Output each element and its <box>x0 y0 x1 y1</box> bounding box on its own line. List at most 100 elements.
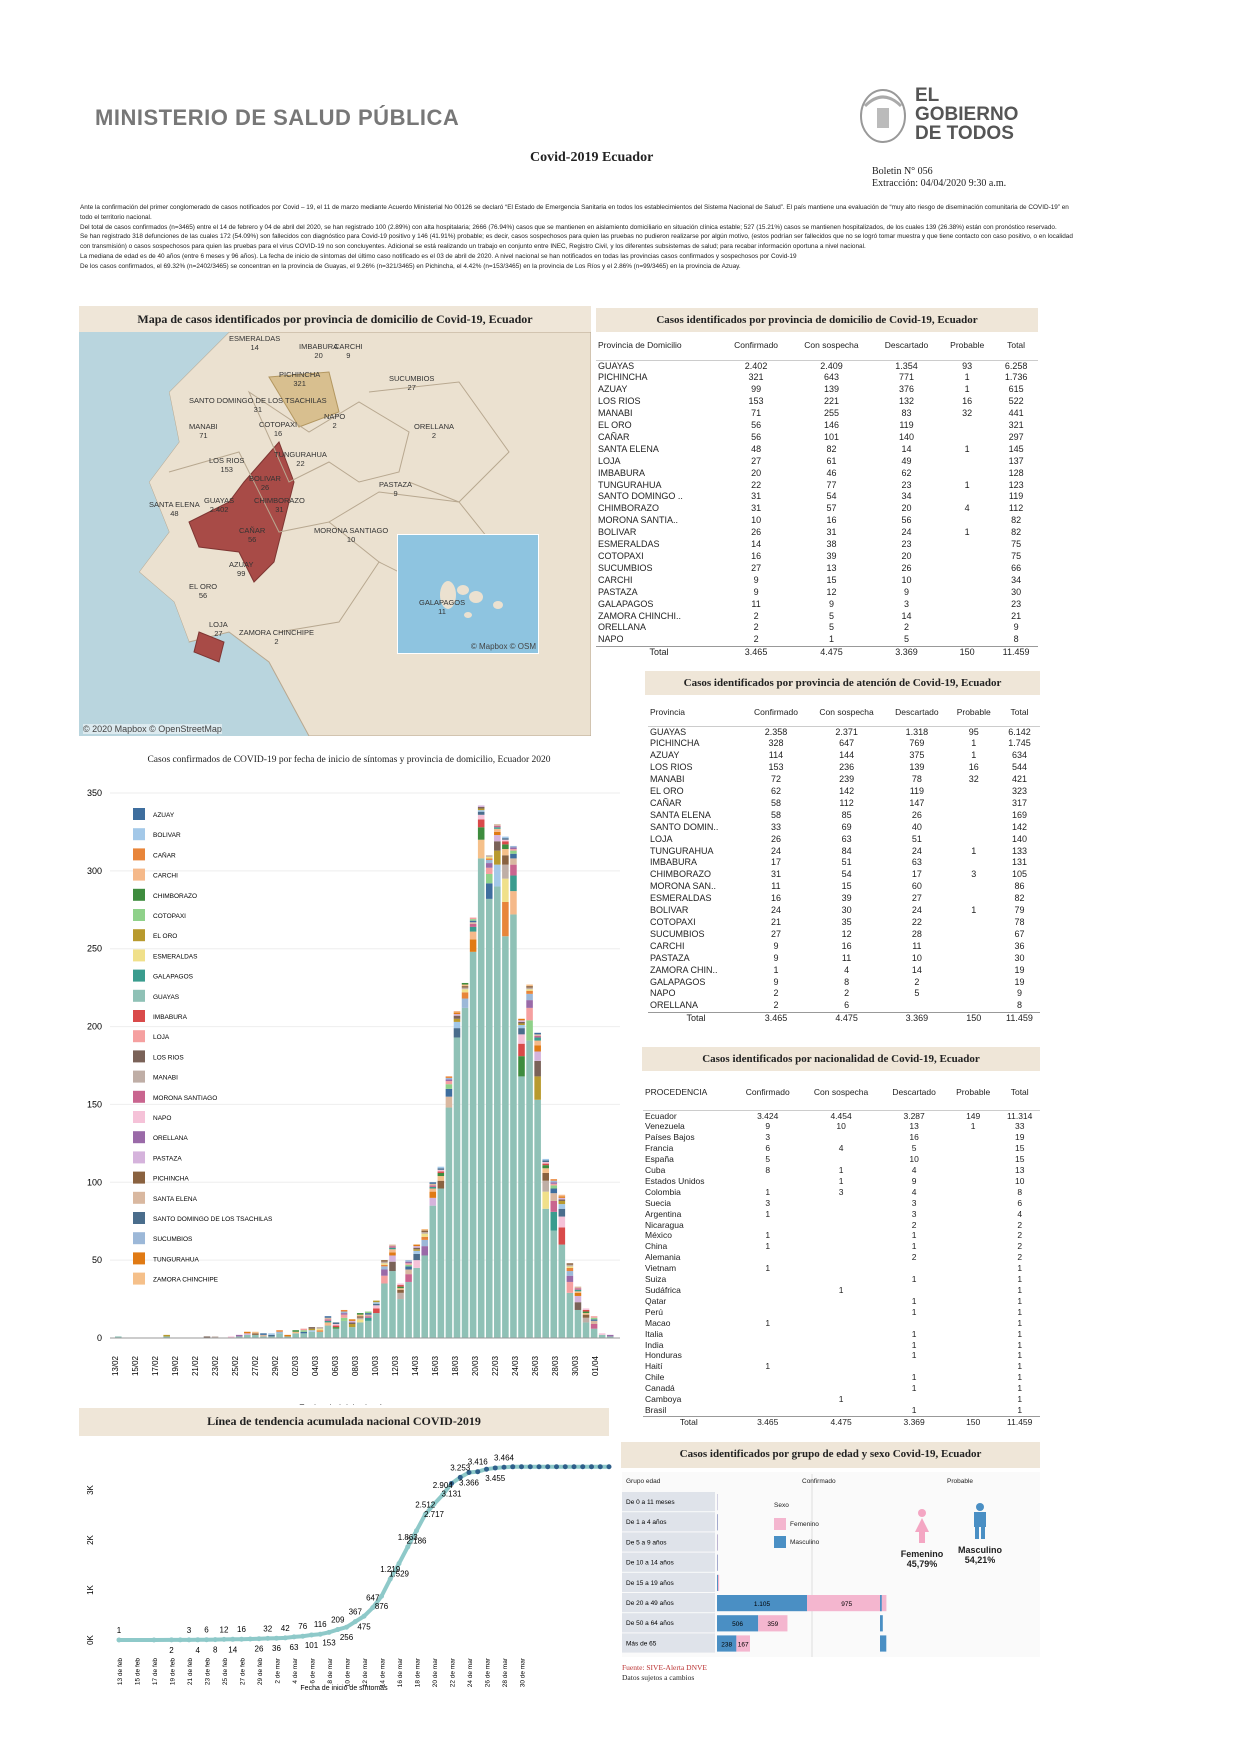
y-tick-label: 0K <box>86 1634 95 1644</box>
table-cell: Ecuador <box>645 1110 677 1121</box>
bar-segment <box>590 1317 598 1320</box>
bar-segment-guayas <box>252 1334 259 1338</box>
table-cell: 3 <box>911 1197 917 1208</box>
bar-segment <box>429 1188 437 1192</box>
map-label-value: 16 <box>273 429 283 438</box>
trend-point <box>274 1635 279 1641</box>
table-cell: 14 <box>751 539 762 550</box>
bar-segment <box>332 1322 340 1324</box>
table-cell: 33 <box>770 821 781 832</box>
bar-segment <box>461 989 469 993</box>
table-cell <box>735 1372 801 1383</box>
table-cell: 522 <box>1008 396 1024 407</box>
bar-segment <box>542 1165 549 1169</box>
table-cell <box>801 1230 882 1241</box>
bar-segment-guayas <box>292 1333 299 1338</box>
ministry-name: MINISTERIO DE SALUD PÚBLICA <box>95 105 460 130</box>
map-label-orellana: ORELLANA 2 <box>414 422 454 440</box>
x-tick-label: 12/03 <box>391 1355 400 1376</box>
table-cell: 30 <box>1014 952 1025 963</box>
bar-segment <box>413 1246 420 1248</box>
bar-segment <box>550 1179 558 1181</box>
bar-segment <box>437 1180 445 1189</box>
bar-segment <box>373 1305 380 1309</box>
bar-segment-guayas <box>437 1188 445 1338</box>
table-cell <box>948 834 999 846</box>
trend-point <box>186 1637 192 1643</box>
table2: Provincia Confirmado Con sospecha Descartad… <box>648 700 1040 1026</box>
map-label-santa-elena: SANTA ELENA 48 <box>149 500 200 518</box>
age-group-cell <box>622 1613 715 1633</box>
map-label-napo: NAPO 2 <box>324 412 345 430</box>
table-cell <box>801 1372 882 1383</box>
bar-segment <box>453 1014 461 1016</box>
female-bar-label: 359 <box>767 1621 778 1628</box>
table-cell <box>735 1329 801 1340</box>
x-axis-label: Fecha de inicio de síntomas <box>299 1403 412 1405</box>
bar-segment-guayas <box>566 1292 574 1338</box>
table-cell: SANTA ELENA <box>650 809 711 820</box>
map-label-name: ORELLANA <box>414 422 455 431</box>
table-cell: 82 <box>1011 527 1022 538</box>
table-cell: 13 <box>1014 1165 1025 1176</box>
table-cell: 23 <box>901 479 912 490</box>
table-cell: 139 <box>909 762 925 773</box>
table-cell <box>947 1340 1000 1351</box>
data-label: 101 <box>305 1641 319 1650</box>
bar-segment <box>494 828 501 832</box>
age-col-group: Grupo edad <box>626 1478 661 1485</box>
table-cell: 2 <box>844 988 850 999</box>
table-cell: Total <box>648 1012 745 1026</box>
male-bar <box>717 1635 737 1652</box>
table-header-cell: Probable <box>948 700 999 727</box>
table-cell <box>948 941 999 953</box>
table-cell <box>735 1220 801 1231</box>
x-tick-label: 01/04 <box>591 1355 600 1376</box>
table-cell: España <box>645 1154 674 1165</box>
bar-segment <box>477 839 485 859</box>
table-cell: 82 <box>826 443 837 454</box>
legend-male: Masculino <box>774 1536 819 1548</box>
table-cell: 9 <box>753 574 759 585</box>
table-cell <box>948 965 999 977</box>
table-cell <box>801 1383 882 1394</box>
table-cell: 101 <box>823 431 839 442</box>
bar-segment <box>494 841 501 851</box>
table-cell: 1 <box>911 1372 917 1383</box>
table-cell: 75 <box>1011 551 1022 561</box>
bar-segment <box>518 1028 525 1035</box>
bar-segment <box>534 1040 541 1046</box>
bar-segment <box>356 1313 364 1315</box>
table-cell <box>947 1187 1000 1198</box>
bar-segment <box>405 1263 412 1265</box>
bar-segment <box>429 1183 437 1186</box>
bar-segment <box>574 1295 582 1303</box>
trend-point <box>501 1464 507 1470</box>
province-map[interactable]: © Mapbox © OSM © 2020 Mapbox © OpenStree… <box>79 332 591 736</box>
table-header-cell: Total <box>999 1076 1040 1111</box>
table-cell <box>801 1241 882 1252</box>
table-cell: 4 <box>964 503 970 514</box>
bar-segment <box>502 836 509 839</box>
table-cell: 61 <box>826 455 837 466</box>
map-label-value: 99 <box>237 569 246 578</box>
bar-segment <box>324 1320 332 1323</box>
table-cell: 1 <box>964 372 970 383</box>
bar-segment <box>413 1250 420 1254</box>
table-cell: CAÑAR <box>650 797 682 808</box>
map-label-name: LOJA <box>209 620 228 629</box>
intro-text: Ante la confirmación del primer conglome… <box>80 203 1080 272</box>
table-cell: 1 <box>970 1121 976 1132</box>
table-cell: 11.459 <box>998 1012 1040 1026</box>
bar-segment <box>389 1252 396 1256</box>
trend-point <box>562 1464 568 1470</box>
bar-segment <box>582 1311 590 1314</box>
bar-segment-guayas <box>477 858 485 1338</box>
bar-segment-guayas <box>574 1309 582 1338</box>
bar-segment <box>324 1316 332 1318</box>
table-row: ZAMORA CHINCHI.. 2 5 14 21 <box>596 611 1038 623</box>
bar-segment <box>445 1088 453 1097</box>
trend-point <box>169 1637 174 1643</box>
table-cell: 149 <box>966 1110 981 1121</box>
table-cell <box>801 1329 882 1340</box>
